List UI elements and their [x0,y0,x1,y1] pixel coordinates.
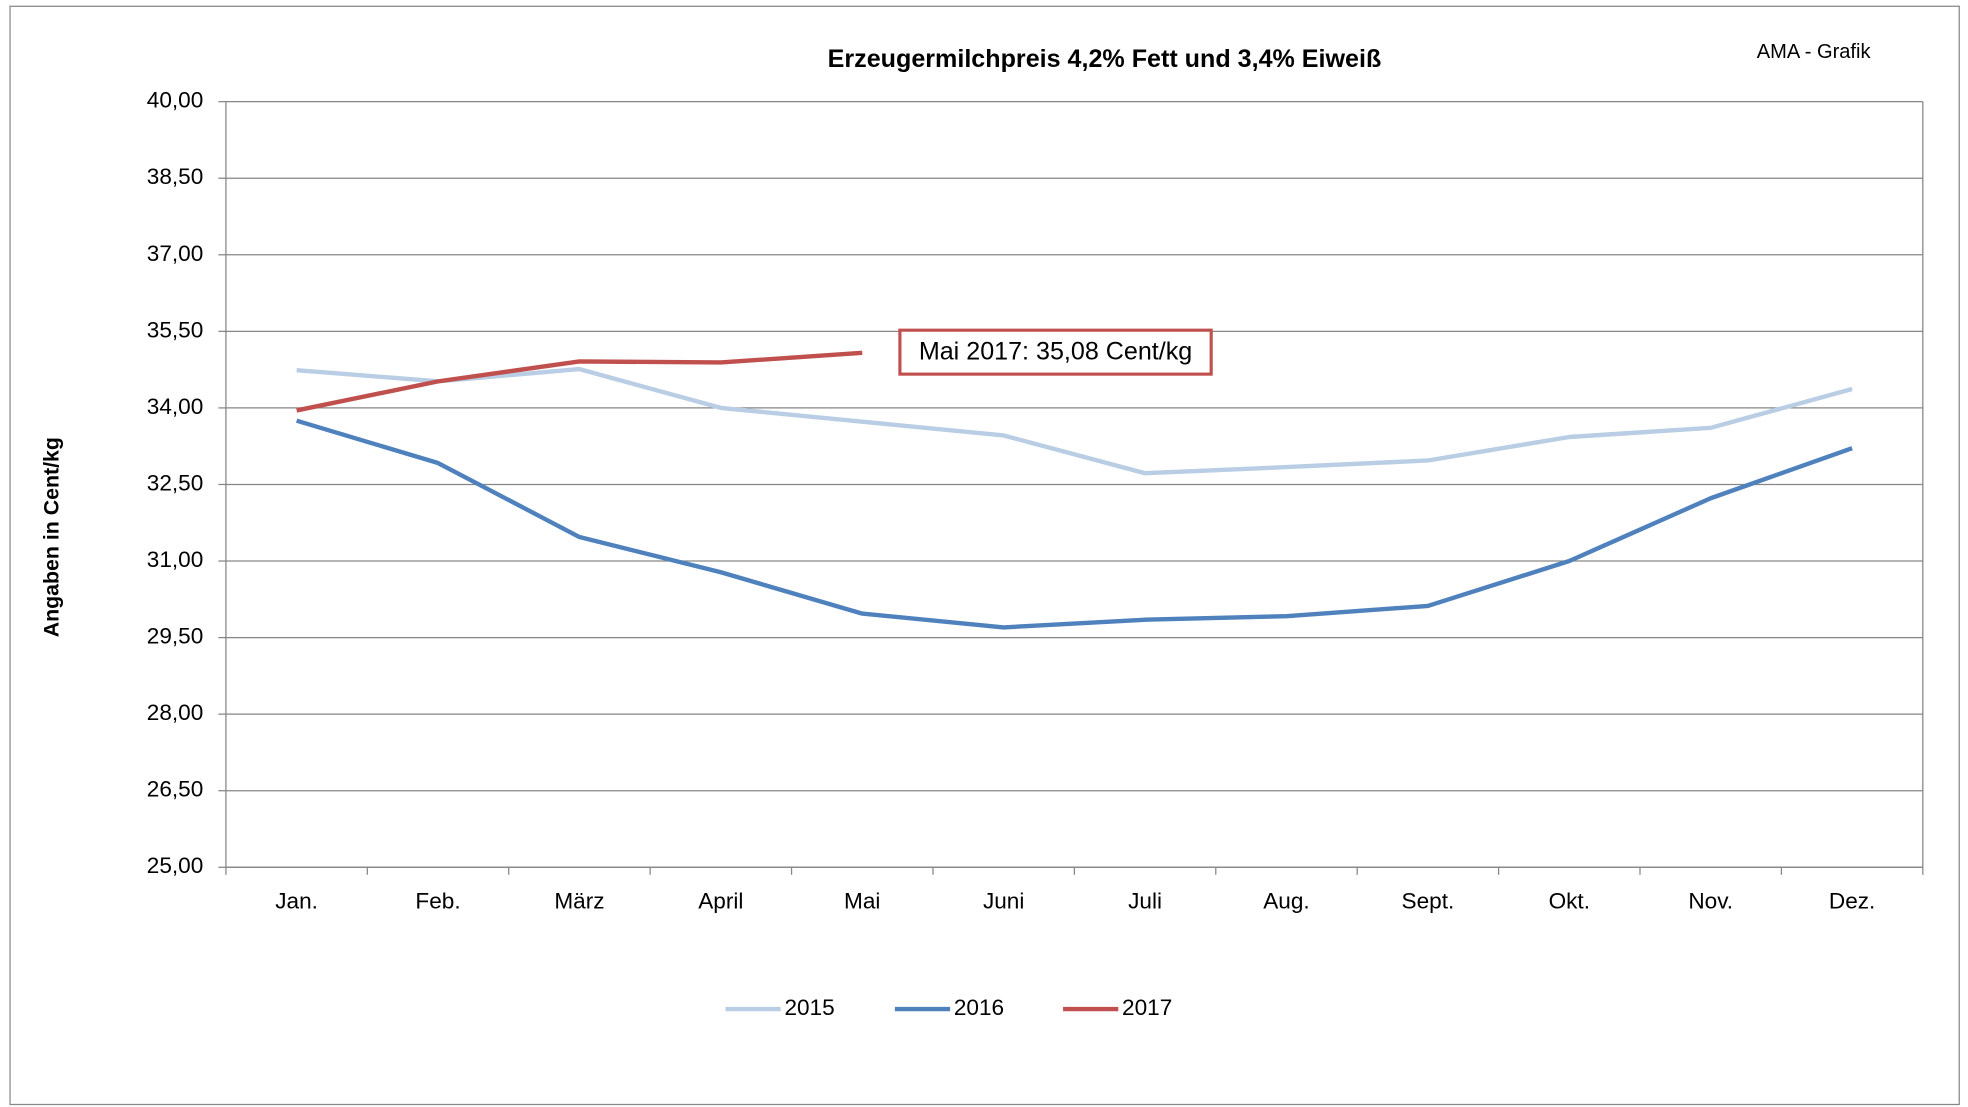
y-tick-label: 28,00 [147,700,204,725]
legend-label: 2015 [784,995,834,1020]
chart-title: Erzeugermilchpreis 4,2% Fett und 3,4% Ei… [828,45,1382,73]
x-tick-label: Nov. [1688,888,1733,913]
legend-label: 2016 [954,995,1004,1020]
annotation-box [898,328,1213,376]
annotation: Mai 2017: 35,08 Cent/kg [919,337,1192,365]
y-tick-label: 35,50 [147,317,204,342]
x-tick-label: Mai [844,888,880,913]
line-series [296,350,863,413]
corner-note: AMA - Grafik [1757,41,1872,63]
x-tick-label: April [698,888,743,913]
legend-label: 2017 [1122,995,1172,1020]
chart-frame [9,5,1960,1106]
line-series [296,366,1853,476]
y-tick-label: 40,00 [147,88,204,113]
line-series [295,418,1853,630]
x-tick-label: Okt. [1549,888,1590,913]
x-tick-label: Jan. [275,888,318,913]
x-tick-label: Feb. [415,888,460,913]
y-tick-label: 26,50 [147,777,204,802]
y-axis-label: Angaben in Cent/kg [39,437,63,637]
x-tick-label: Sept. [1402,888,1455,913]
x-tick-label: Juli [1128,888,1162,913]
y-tick-label: 34,00 [147,394,204,419]
x-tick-label: Aug. [1263,888,1309,913]
y-tick-label: 37,00 [147,241,204,266]
x-tick-label: Juni [983,888,1024,913]
y-tick-label: 25,00 [147,853,204,878]
x-tick-label: März [554,888,604,913]
x-tick-label: Dez. [1829,888,1875,913]
y-tick-label: 32,50 [147,470,204,495]
y-tick-label: 31,00 [147,547,204,572]
y-tick-label: 29,50 [147,624,204,649]
y-tick-label: 38,50 [147,164,204,189]
